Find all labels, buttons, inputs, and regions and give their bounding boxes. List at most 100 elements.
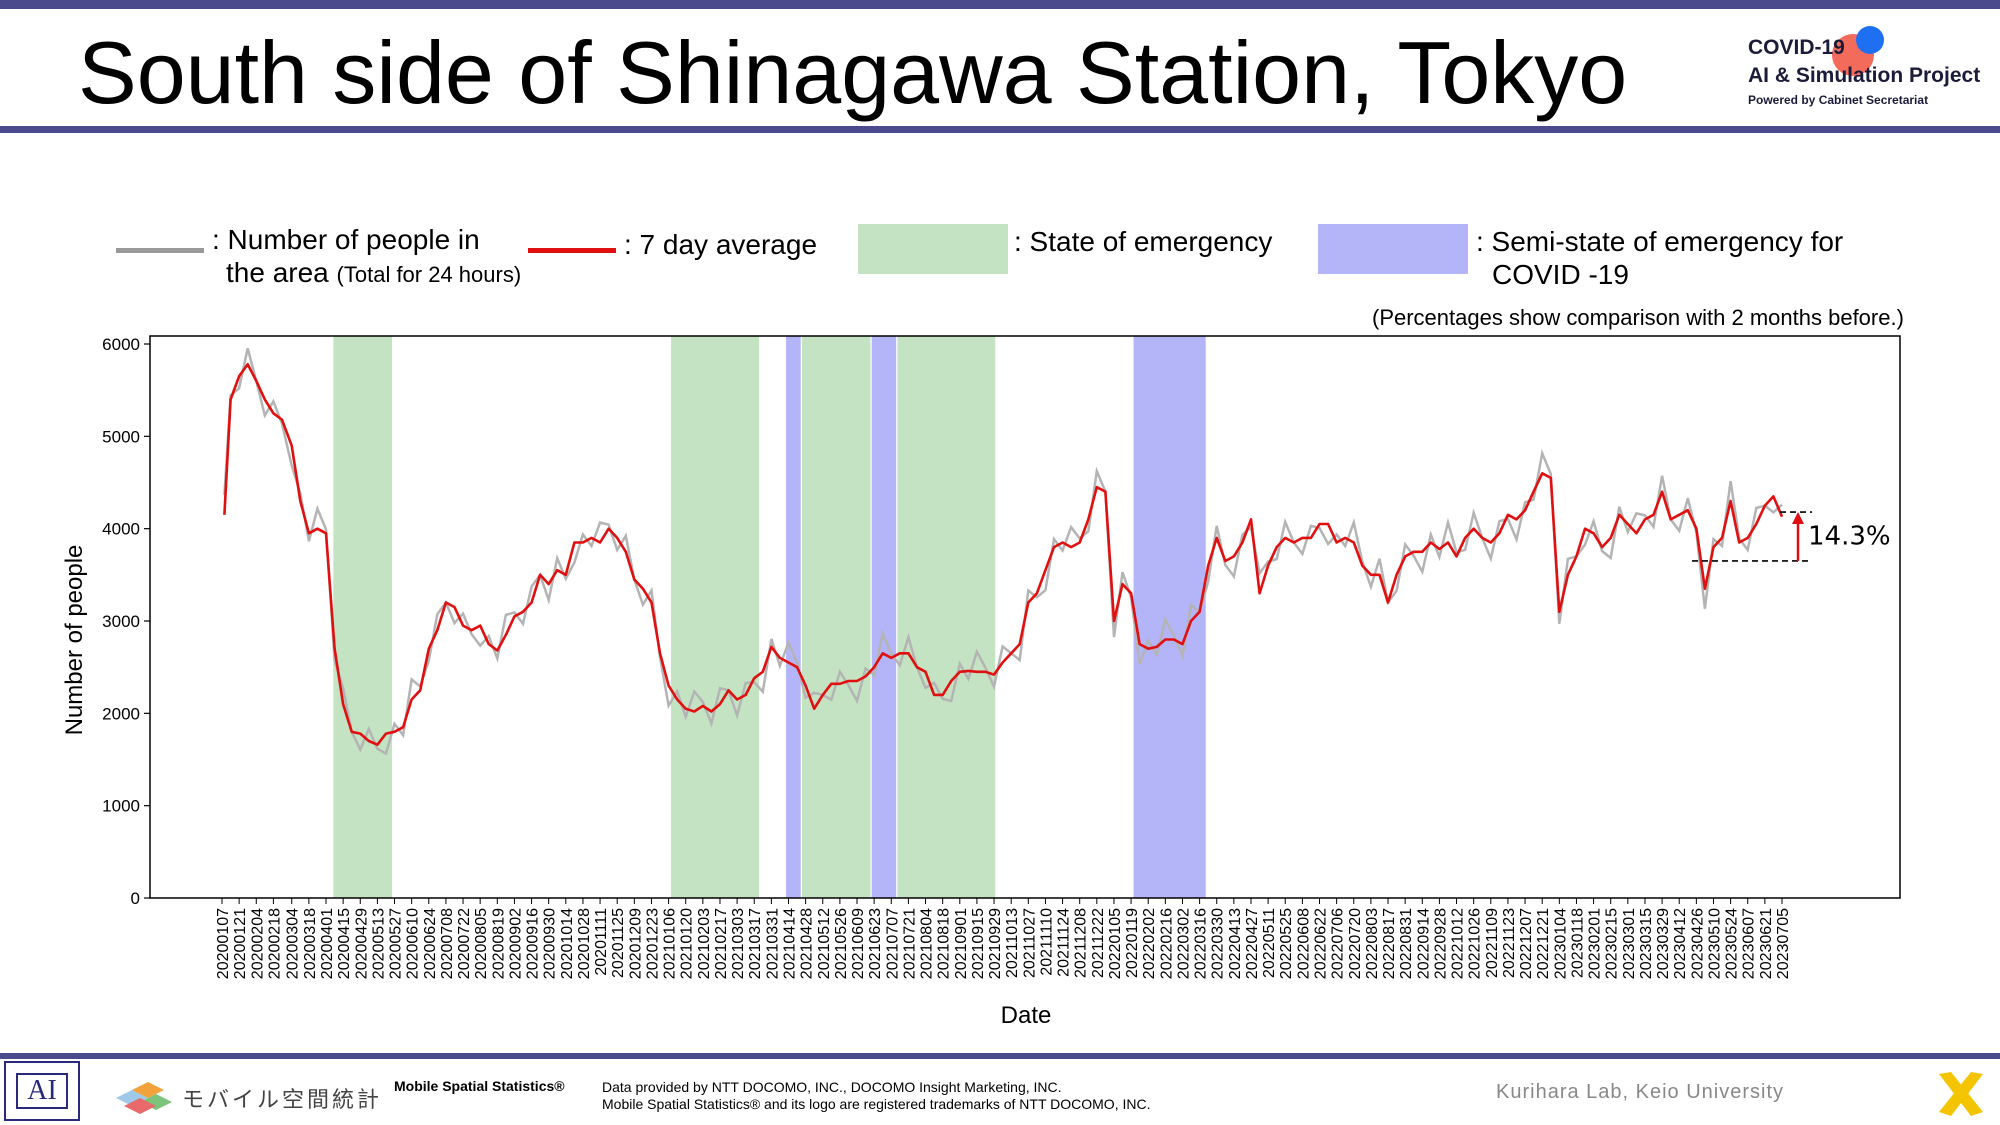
legend-raw-label-a: : Number of people in: [212, 224, 480, 255]
x-tick-label: 20200527: [388, 908, 405, 979]
x-tick-label: 20201111: [593, 908, 610, 976]
x-tick-label: 20211013: [1004, 908, 1021, 978]
y-tick-label: 4000: [102, 520, 140, 539]
x-tick-label: 20201125: [610, 908, 627, 978]
x-tick-label: 20220202: [1141, 908, 1158, 979]
x-tick-label: 20210512: [816, 908, 833, 979]
legend-note: (Percentages show comparison with 2 mont…: [1372, 305, 1904, 330]
x-tick-label: 20210331: [764, 908, 781, 979]
x-tick-label: 20200204: [249, 908, 266, 979]
x-tick-label: 20210428: [799, 908, 816, 979]
x-tick-label: 20220831: [1398, 908, 1415, 979]
x-tick-label: 20230426: [1689, 908, 1706, 979]
legend-avg-swatch: [528, 248, 616, 253]
x-tick-label: 20220302: [1175, 908, 1192, 979]
percentage-annotation: 14.3%: [1692, 511, 1891, 562]
x-tick-label: 20230104: [1552, 908, 1569, 979]
x-tick-label: 20230621: [1758, 908, 1775, 979]
x-tick-label: 20201223: [644, 908, 661, 979]
x-tick-label: 20200819: [490, 908, 507, 979]
x-tick-label: 20210929: [987, 908, 1004, 979]
logo-line-1: COVID-19: [1748, 36, 1845, 59]
x-axis: 20200107 20200121 20200204 20200218 20200304…: [215, 898, 1792, 979]
semi-emergency-band-2: [786, 336, 801, 898]
y-tick-label: 6000: [102, 335, 140, 354]
x-tick-label: 20221207: [1518, 908, 1535, 979]
x-tick-label: 20210317: [747, 908, 764, 979]
x-tick-label: 20210804: [919, 908, 936, 979]
x-tick-label: 20210303: [730, 908, 747, 979]
mobile-spatial-cubes-icon: [116, 1082, 172, 1114]
plot-frame: [149, 335, 1901, 899]
ai-logo-text: AI: [27, 1075, 57, 1106]
ai-institute-logo: AI: [4, 1061, 80, 1121]
credit-line-2: Mobile Spatial Statistics® and its logo …: [602, 1096, 1151, 1112]
legend-semi-label-a: : Semi-state of emergency for: [1476, 226, 1844, 257]
x-tick-label: 20221123: [1501, 908, 1518, 978]
line-chart: 0 1000 2000 3000 4000 5000 6000 20200107 202001…: [61, 335, 1901, 1029]
x-tick-label: 20200107: [215, 908, 232, 979]
title-divider: [0, 126, 2000, 133]
x-tick-label: 20220511: [1261, 908, 1278, 978]
x-tick-label: 20220119: [1124, 908, 1141, 978]
project-logo: COVID-19 AI & Simulation Project Powered…: [1748, 26, 1988, 116]
raw-count-line: [223, 347, 1783, 756]
x-tick-label: 20200916: [525, 908, 542, 979]
x-tick-label: 20220330: [1210, 908, 1227, 979]
emergency-band-0: [333, 336, 393, 898]
x-tick-label: 20210217: [713, 908, 730, 979]
mss-english-label: Mobile Spatial Statistics®: [394, 1078, 565, 1094]
lab-credit: Kurihara Lab, Keio University: [1496, 1081, 1785, 1103]
x-tick-label: 20200513: [370, 908, 387, 979]
legend-semi-label-b: COVID -19: [1492, 259, 1629, 290]
x-tick-label: 20230215: [1604, 908, 1621, 979]
x-mark-logo-icon: [1939, 1072, 1983, 1116]
logo-line-3: Powered by Cabinet Secretariat: [1748, 93, 1929, 107]
x-tick-label: 20210106: [662, 908, 679, 979]
seven-day-average-line: [223, 363, 1784, 746]
credit-line-1: Data provided by NTT DOCOMO, INC., DOCOM…: [602, 1079, 1062, 1095]
x-tick-label: 20230301: [1621, 908, 1638, 979]
x-tick-label: 20220803: [1364, 908, 1381, 979]
x-tick-label: 20211027: [1021, 908, 1038, 978]
x-tick-label: 20220622: [1313, 908, 1330, 979]
x-tick-label: 20200902: [507, 908, 524, 979]
series-group: [223, 347, 1784, 756]
y-axis: 0 1000 2000 3000 4000 5000 6000: [102, 335, 150, 908]
logo-blue-circle-icon: [1856, 26, 1884, 54]
x-tick-label: 20220706: [1330, 908, 1347, 979]
x-tick-label: 20220720: [1347, 908, 1364, 979]
x-tick-label: 20201209: [627, 908, 644, 979]
x-tick-label: 20220914: [1415, 908, 1432, 979]
legend-raw-label-b: the area (Total for 24 hours): [226, 257, 521, 291]
x-tick-label: 20200318: [302, 908, 319, 979]
period-bands: [333, 336, 1206, 898]
x-tick-label: 20210414: [781, 908, 798, 979]
x-tick-label: 20230412: [1672, 908, 1689, 979]
x-tick-label: 20200304: [285, 908, 302, 979]
logo-line-2: AI & Simulation Project: [1748, 64, 1981, 87]
legend-avg-label: : 7 day average: [624, 229, 818, 260]
x-tick-label: 20210203: [696, 908, 713, 979]
x-tick-label: 20221221: [1535, 908, 1552, 979]
x-tick-label: 20220928: [1432, 908, 1449, 979]
x-tick-label: 20210721: [901, 908, 918, 979]
annotation-percentage: 14.3%: [1808, 522, 1891, 552]
legend-raw-label-c: (Total for 24 hours): [336, 262, 522, 287]
x-tick-label: 20230329: [1655, 908, 1672, 979]
x-tick-label: 20220427: [1244, 908, 1261, 979]
x-tick-label: 20211110: [1038, 908, 1055, 976]
x-tick-label: 20230201: [1587, 908, 1604, 979]
x-tick-label: 20220105: [1107, 908, 1124, 979]
top-accent-bar: [0, 0, 2000, 9]
x-tick-label: 20200930: [542, 908, 559, 979]
x-tick-label: 20210120: [679, 908, 696, 979]
y-tick-label: 0: [131, 889, 140, 908]
x-tick-label: 20200429: [353, 908, 370, 979]
x-tick-label: 20221109: [1484, 908, 1501, 978]
x-tick-label: 20220817: [1381, 908, 1398, 979]
x-tick-label: 20230607: [1741, 908, 1758, 979]
x-axis-title: Date: [1001, 1002, 1052, 1029]
page-title: South side of Shinagawa Station, Tokyo: [78, 23, 1628, 122]
emergency-band-3: [801, 336, 871, 898]
